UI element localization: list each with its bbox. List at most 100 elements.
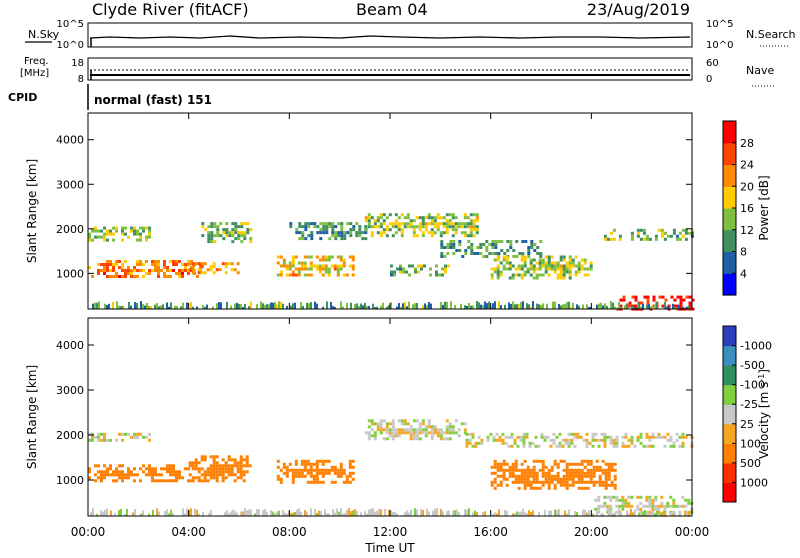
pixel [516, 435, 520, 439]
pixel [562, 258, 566, 262]
pixel [488, 243, 492, 246]
pixel [145, 473, 148, 477]
power-frame [87, 112, 693, 310]
pixel [469, 222, 473, 226]
pixel [541, 264, 545, 268]
pixel [100, 438, 103, 442]
pixel [548, 510, 550, 516]
pixel [565, 477, 569, 481]
pixel [666, 501, 670, 505]
pixel [604, 474, 608, 478]
pixel [394, 428, 398, 432]
pixel [532, 510, 534, 516]
power-region-10 [603, 228, 694, 241]
pixel [639, 501, 643, 505]
pixel [406, 225, 410, 229]
pixel [121, 438, 124, 442]
pixel [376, 216, 380, 220]
pixel [398, 303, 400, 309]
pixel [356, 511, 358, 516]
pixel [196, 509, 198, 516]
pixel [194, 461, 198, 465]
pixel [520, 511, 522, 516]
pixel [148, 232, 151, 236]
pixel [184, 467, 187, 471]
pixel [282, 258, 286, 262]
pixel [567, 438, 571, 442]
pixel [470, 243, 474, 246]
pixel [175, 263, 178, 266]
pixel [276, 304, 278, 309]
pixel [240, 234, 244, 238]
pixel [668, 306, 670, 309]
pixel [178, 275, 181, 278]
pixel [327, 267, 331, 271]
pixel [433, 216, 437, 220]
pixel [424, 228, 428, 232]
pixel [529, 471, 533, 475]
pixel [333, 468, 337, 472]
pixel [336, 508, 338, 516]
pixel [312, 480, 316, 484]
pixel [324, 264, 328, 268]
pixel [139, 432, 142, 436]
pixel [139, 263, 142, 266]
pixel [600, 302, 602, 309]
pixel [592, 483, 596, 487]
pixel [511, 273, 515, 277]
freq-unit: [MHz] [20, 68, 49, 79]
pixel [124, 275, 127, 278]
pixel [618, 498, 622, 502]
pixel [150, 306, 152, 309]
power-region-0 [88, 226, 151, 242]
pixel [515, 240, 519, 243]
velocity-region-2 [188, 455, 252, 483]
pixel [442, 222, 446, 226]
pixel [501, 441, 505, 445]
pixel [494, 246, 498, 249]
pixel [560, 305, 562, 309]
pixel [445, 431, 449, 435]
pixel [393, 270, 396, 274]
pixel [289, 222, 293, 226]
pixel [633, 444, 637, 448]
pixel [224, 265, 228, 269]
pixel [274, 302, 276, 309]
pixel [276, 477, 280, 481]
pixel [333, 480, 337, 484]
pixel [541, 273, 545, 277]
pixel [418, 431, 422, 435]
pixel [556, 477, 560, 481]
pixel [342, 258, 346, 262]
pixel [121, 479, 124, 483]
pixel [172, 263, 175, 266]
pixel [454, 431, 458, 435]
pixel [495, 438, 499, 442]
pixel [244, 304, 246, 309]
pixel [330, 480, 334, 484]
pixel [600, 432, 604, 436]
x-tick-label: 16:00 [473, 525, 508, 539]
pixel [490, 267, 494, 271]
pixel [414, 303, 416, 309]
pixel [400, 228, 404, 232]
pixel [444, 301, 446, 309]
pixel [136, 238, 139, 242]
pixel [492, 435, 496, 439]
pixel [215, 268, 219, 272]
pixel [493, 480, 497, 484]
pixel [325, 225, 329, 229]
pixel [634, 295, 638, 299]
pixel [230, 305, 232, 309]
pixel [466, 216, 470, 220]
pixel [596, 304, 598, 309]
pixel [507, 435, 511, 439]
pixel [172, 260, 175, 263]
pixel [639, 441, 643, 445]
pixel [160, 305, 162, 309]
pixel [523, 273, 527, 277]
pixel [585, 438, 589, 442]
pixel [584, 509, 586, 516]
pixel [336, 471, 340, 475]
pixel [212, 464, 216, 468]
